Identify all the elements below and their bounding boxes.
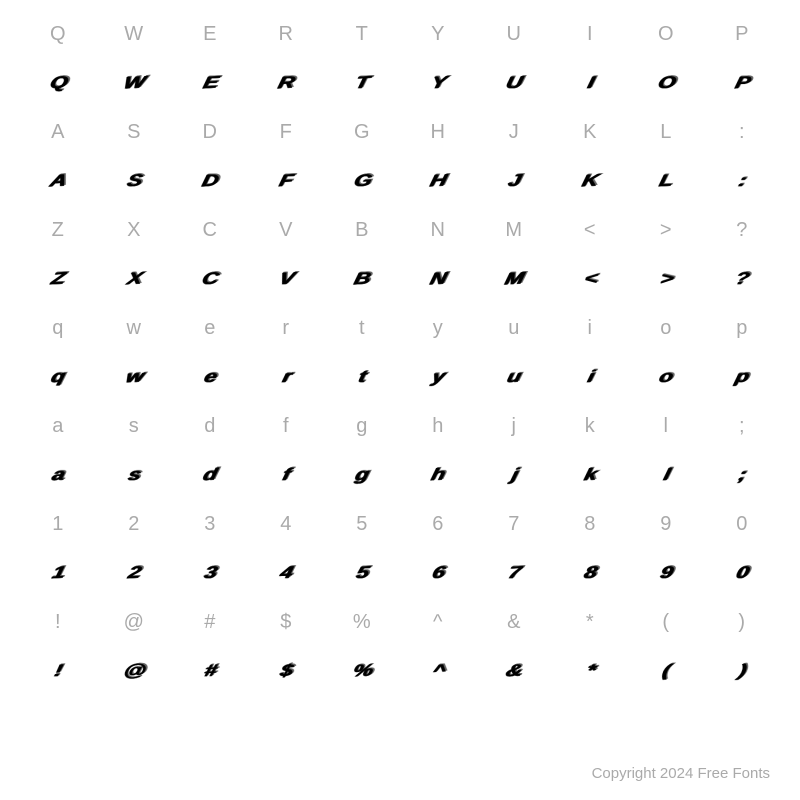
- reference-char: 8: [552, 500, 628, 549]
- reference-char: W: [96, 10, 172, 59]
- reference-char: a: [20, 402, 96, 451]
- reference-char: o: [628, 304, 704, 353]
- reference-char: T: [324, 10, 400, 59]
- reference-char: 7: [476, 500, 552, 549]
- reference-char: 6: [400, 500, 476, 549]
- reference-char: &: [476, 598, 552, 647]
- reference-char: y: [400, 304, 476, 353]
- specimen-glyph: ;: [693, 455, 790, 497]
- reference-char: i: [552, 304, 628, 353]
- reference-char: P: [704, 10, 780, 59]
- reference-char: B: [324, 206, 400, 255]
- reference-char: X: [96, 206, 172, 255]
- copyright-footer: Copyright 2024 Free Fonts: [592, 765, 770, 782]
- reference-char: ?: [704, 206, 780, 255]
- specimen-glyph: ): [693, 651, 790, 693]
- reference-char: *: [552, 598, 628, 647]
- reference-char: M: [476, 206, 552, 255]
- reference-char: g: [324, 402, 400, 451]
- specimen-glyph: ?: [693, 259, 790, 301]
- reference-char: K: [552, 108, 628, 157]
- reference-char: d: [172, 402, 248, 451]
- reference-char: 9: [628, 500, 704, 549]
- reference-char: 3: [172, 500, 248, 549]
- reference-char: S: [96, 108, 172, 157]
- reference-char: N: [400, 206, 476, 255]
- reference-char: Y: [400, 10, 476, 59]
- reference-char: s: [96, 402, 172, 451]
- reference-char: G: [324, 108, 400, 157]
- reference-char: r: [248, 304, 324, 353]
- reference-char: L: [628, 108, 704, 157]
- reference-char: j: [476, 402, 552, 451]
- reference-char: 2: [96, 500, 172, 549]
- reference-char: F: [248, 108, 324, 157]
- specimen-glyph: :: [693, 161, 790, 203]
- reference-char: >: [628, 206, 704, 255]
- reference-char: @: [96, 598, 172, 647]
- reference-char: $: [248, 598, 324, 647]
- reference-char: H: [400, 108, 476, 157]
- reference-char: 4: [248, 500, 324, 549]
- reference-char: Q: [20, 10, 96, 59]
- reference-char: f: [248, 402, 324, 451]
- reference-char: l: [628, 402, 704, 451]
- specimen-glyph: 0: [693, 553, 790, 595]
- reference-char: R: [248, 10, 324, 59]
- reference-char: u: [476, 304, 552, 353]
- reference-char: %: [324, 598, 400, 647]
- reference-char: <: [552, 206, 628, 255]
- reference-char: Z: [20, 206, 96, 255]
- reference-char: 0: [704, 500, 780, 549]
- reference-char: D: [172, 108, 248, 157]
- reference-char: 1: [20, 500, 96, 549]
- reference-char: e: [172, 304, 248, 353]
- reference-char: q: [20, 304, 96, 353]
- reference-char: #: [172, 598, 248, 647]
- reference-char: p: [704, 304, 780, 353]
- reference-char: k: [552, 402, 628, 451]
- specimen-glyph: p: [693, 357, 790, 399]
- reference-char: t: [324, 304, 400, 353]
- reference-char: J: [476, 108, 552, 157]
- reference-char: O: [628, 10, 704, 59]
- reference-char: 5: [324, 500, 400, 549]
- reference-char: :: [704, 108, 780, 157]
- reference-char: E: [172, 10, 248, 59]
- reference-char: A: [20, 108, 96, 157]
- reference-char: (: [628, 598, 704, 647]
- reference-char: ;: [704, 402, 780, 451]
- reference-char: ^: [400, 598, 476, 647]
- character-map-grid: QWERTYUIOPQWERTYUIOPASDFGHJKL:ASDFGHJKL:…: [20, 10, 780, 696]
- reference-char: C: [172, 206, 248, 255]
- reference-char: ): [704, 598, 780, 647]
- reference-char: !: [20, 598, 96, 647]
- reference-char: h: [400, 402, 476, 451]
- reference-char: U: [476, 10, 552, 59]
- reference-char: V: [248, 206, 324, 255]
- specimen-glyph: P: [693, 63, 790, 105]
- reference-char: I: [552, 10, 628, 59]
- reference-char: w: [96, 304, 172, 353]
